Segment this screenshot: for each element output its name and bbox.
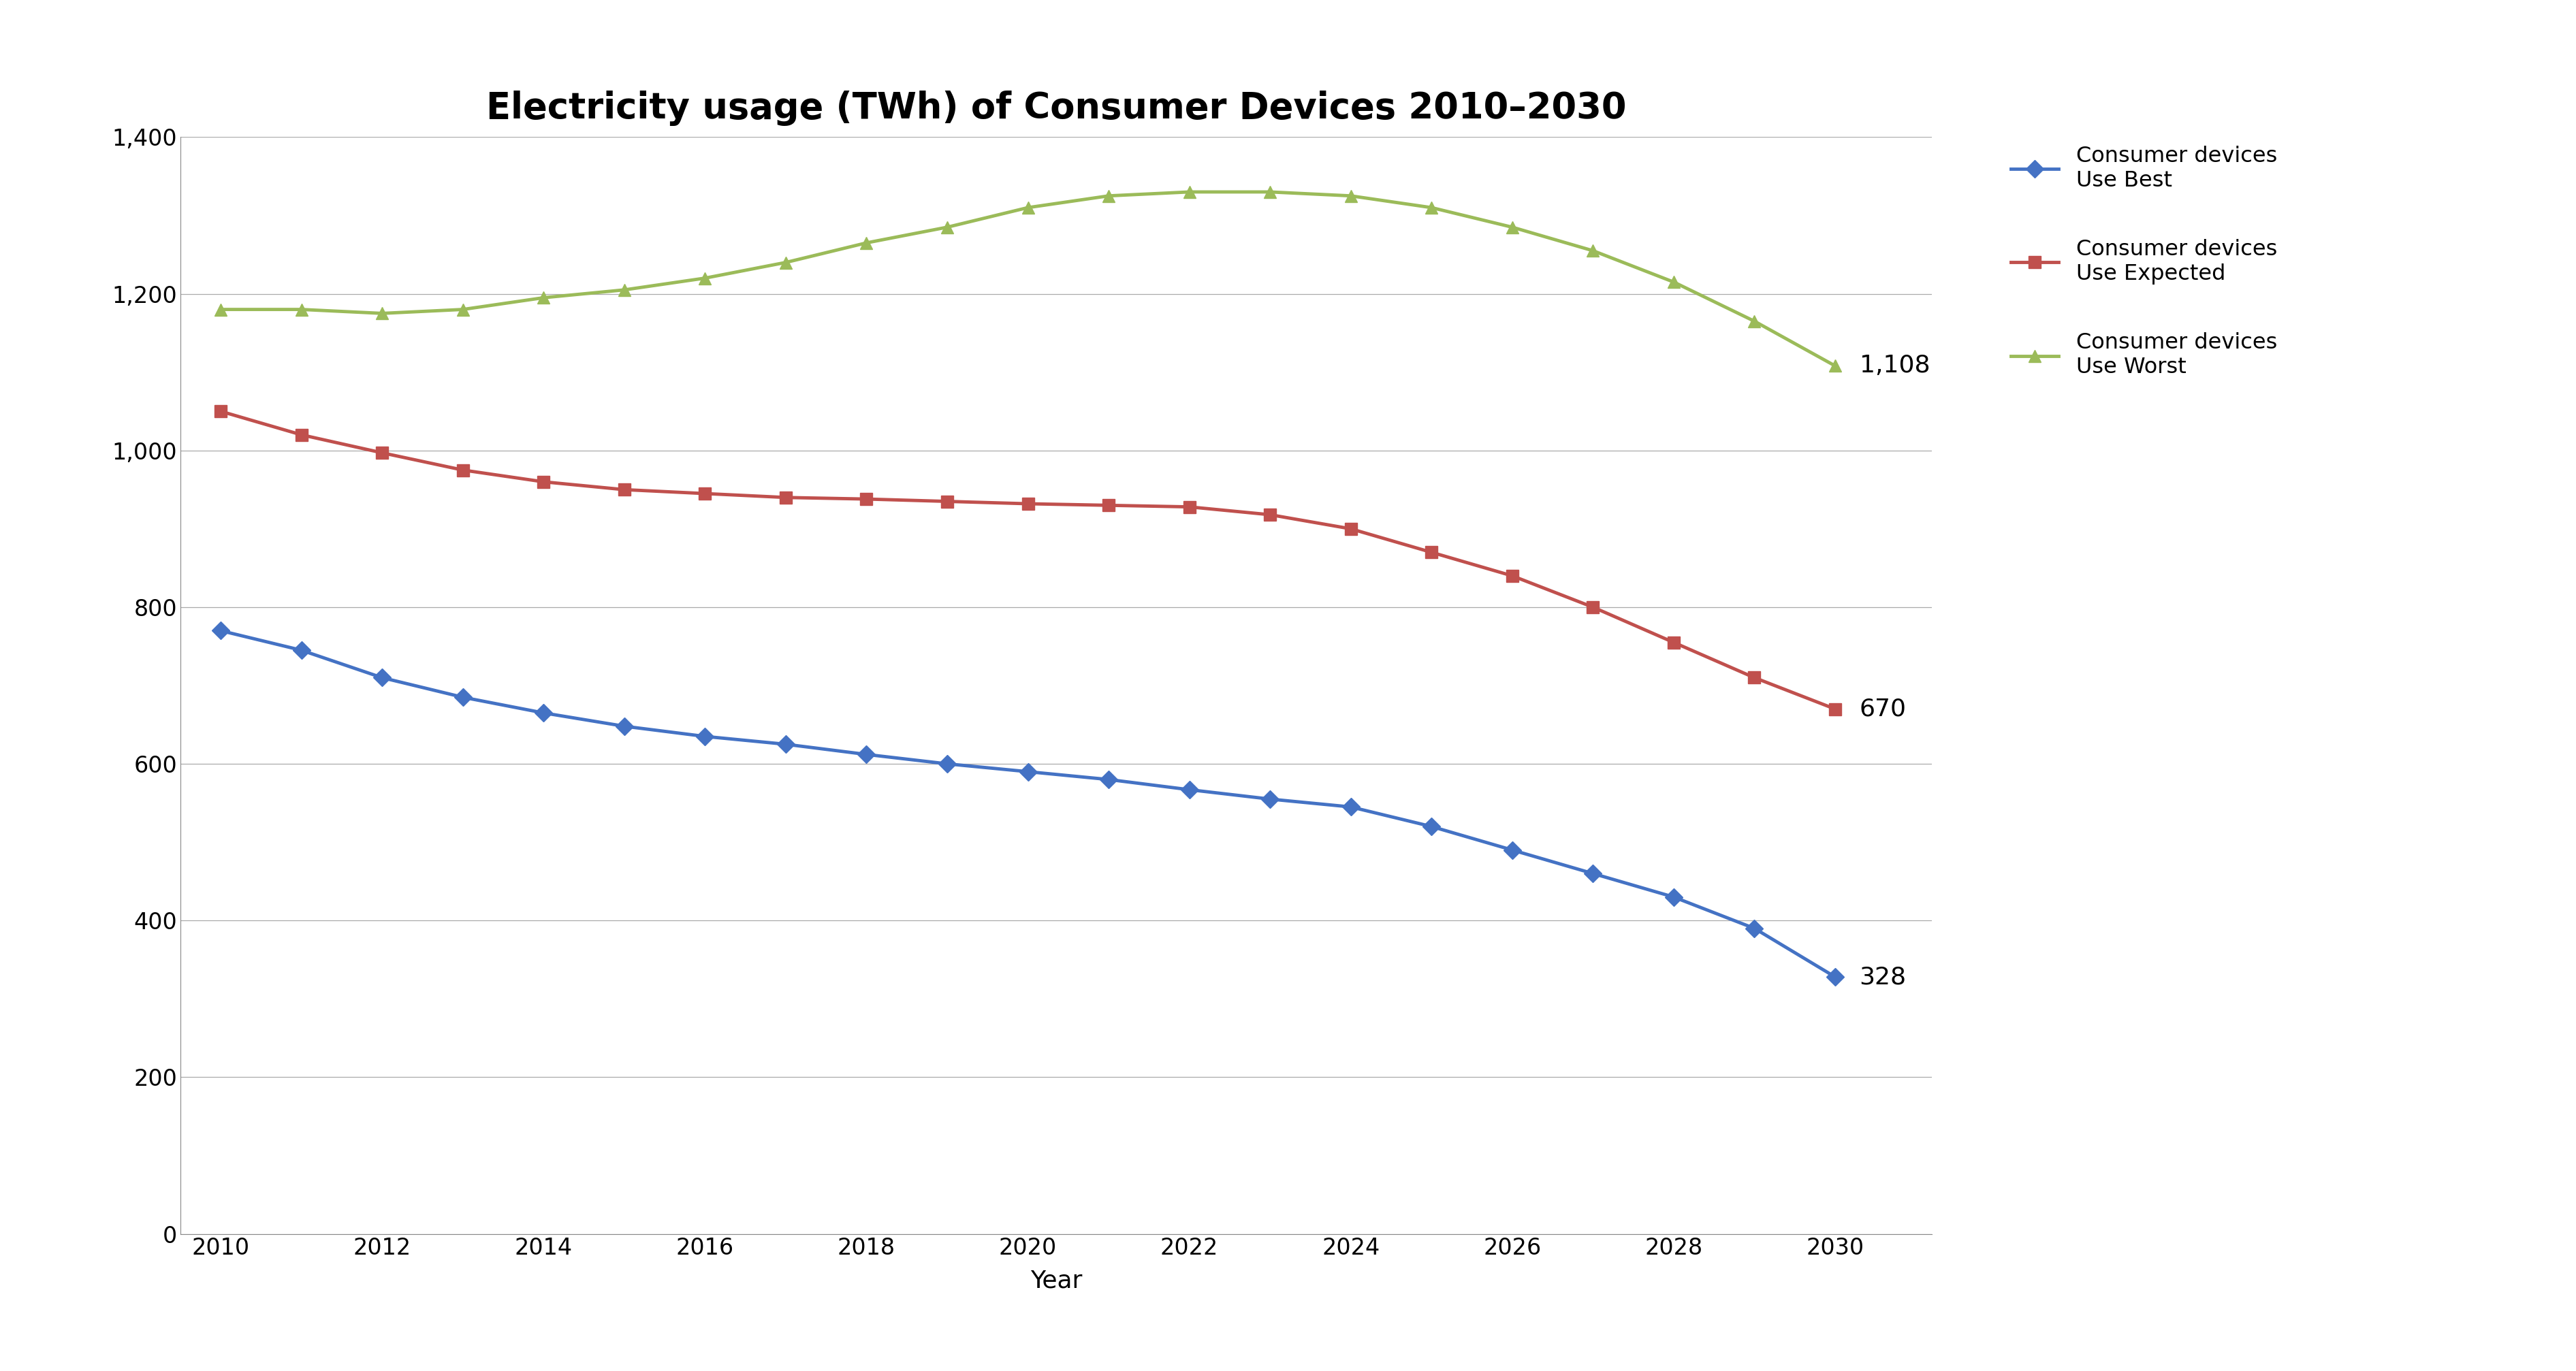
Consumer devices
Use Worst xyxy=(1577,243,1607,259)
Consumer devices
Use Best xyxy=(1417,818,1448,835)
Consumer devices
Use Worst xyxy=(1334,188,1365,204)
Consumer devices
Use Expected xyxy=(1497,568,1528,584)
Consumer devices
Use Expected xyxy=(448,462,479,478)
Consumer devices
Use Expected xyxy=(1255,506,1285,522)
Consumer devices
Use Best xyxy=(1175,781,1206,798)
Consumer devices
Use Best xyxy=(1334,799,1365,816)
Consumer devices
Use Expected xyxy=(206,403,237,420)
Consumer devices
Use Worst xyxy=(286,302,317,318)
Consumer devices
Use Best xyxy=(933,755,963,772)
Title: Electricity usage (TWh) of Consumer Devices 2010–2030: Electricity usage (TWh) of Consumer Devi… xyxy=(487,90,1625,126)
Consumer devices
Use Worst xyxy=(608,281,639,298)
Consumer devices
Use Expected xyxy=(1012,495,1043,511)
Consumer devices
Use Worst xyxy=(1417,199,1448,215)
X-axis label: Year: Year xyxy=(1030,1270,1082,1293)
Consumer devices
Use Worst xyxy=(1175,184,1206,200)
Consumer devices
Use Best xyxy=(1255,791,1285,808)
Consumer devices
Use Best xyxy=(1092,772,1123,788)
Line: Consumer devices
Use Best: Consumer devices Use Best xyxy=(214,625,1842,983)
Text: 328: 328 xyxy=(1860,965,1906,988)
Consumer devices
Use Worst xyxy=(1739,313,1770,329)
Consumer devices
Use Worst xyxy=(770,254,801,270)
Consumer devices
Use Expected xyxy=(608,481,639,498)
Consumer devices
Use Best xyxy=(1497,842,1528,858)
Consumer devices
Use Best xyxy=(1577,865,1607,882)
Consumer devices
Use Best xyxy=(1819,969,1850,986)
Consumer devices
Use Expected xyxy=(690,485,721,502)
Consumer devices
Use Expected xyxy=(286,426,317,443)
Consumer devices
Use Worst xyxy=(1497,219,1528,236)
Consumer devices
Use Expected xyxy=(366,444,397,461)
Consumer devices
Use Best xyxy=(528,705,559,721)
Consumer devices
Use Expected xyxy=(850,491,881,507)
Consumer devices
Use Expected xyxy=(1175,499,1206,515)
Consumer devices
Use Best xyxy=(608,718,639,735)
Consumer devices
Use Worst xyxy=(206,302,237,318)
Consumer devices
Use Best xyxy=(366,669,397,686)
Consumer devices
Use Best xyxy=(206,622,237,639)
Consumer devices
Use Best xyxy=(690,728,721,744)
Consumer devices
Use Best xyxy=(286,642,317,658)
Consumer devices
Use Best xyxy=(1739,920,1770,936)
Consumer devices
Use Expected xyxy=(528,473,559,489)
Consumer devices
Use Expected xyxy=(933,494,963,510)
Consumer devices
Use Best xyxy=(1659,888,1690,905)
Consumer devices
Use Worst xyxy=(528,289,559,306)
Consumer devices
Use Expected xyxy=(1739,669,1770,686)
Consumer devices
Use Worst xyxy=(1012,199,1043,215)
Text: 1,108: 1,108 xyxy=(1860,354,1929,377)
Consumer devices
Use Worst xyxy=(690,270,721,287)
Line: Consumer devices
Use Expected: Consumer devices Use Expected xyxy=(214,406,1842,716)
Consumer devices
Use Best xyxy=(1012,764,1043,780)
Consumer devices
Use Worst xyxy=(448,302,479,318)
Consumer devices
Use Expected xyxy=(770,489,801,506)
Line: Consumer devices
Use Worst: Consumer devices Use Worst xyxy=(214,186,1842,372)
Consumer devices
Use Expected xyxy=(1659,635,1690,651)
Consumer devices
Use Worst xyxy=(1819,358,1850,374)
Consumer devices
Use Worst xyxy=(1255,184,1285,200)
Consumer devices
Use Worst xyxy=(1092,188,1123,204)
Consumer devices
Use Worst xyxy=(850,234,881,251)
Consumer devices
Use Expected xyxy=(1092,498,1123,514)
Text: 670: 670 xyxy=(1860,698,1906,721)
Consumer devices
Use Worst xyxy=(366,306,397,322)
Consumer devices
Use Expected xyxy=(1417,544,1448,561)
Consumer devices
Use Expected xyxy=(1334,521,1365,537)
Consumer devices
Use Worst xyxy=(1659,274,1690,291)
Consumer devices
Use Expected xyxy=(1819,701,1850,717)
Consumer devices
Use Expected xyxy=(1577,599,1607,616)
Consumer devices
Use Best xyxy=(770,736,801,753)
Consumer devices
Use Best xyxy=(850,746,881,762)
Legend: Consumer devices
Use Best, Consumer devices
Use Expected, Consumer devices
Use W: Consumer devices Use Best, Consumer devi… xyxy=(2002,137,2285,387)
Consumer devices
Use Best xyxy=(448,690,479,706)
Consumer devices
Use Worst xyxy=(933,219,963,236)
